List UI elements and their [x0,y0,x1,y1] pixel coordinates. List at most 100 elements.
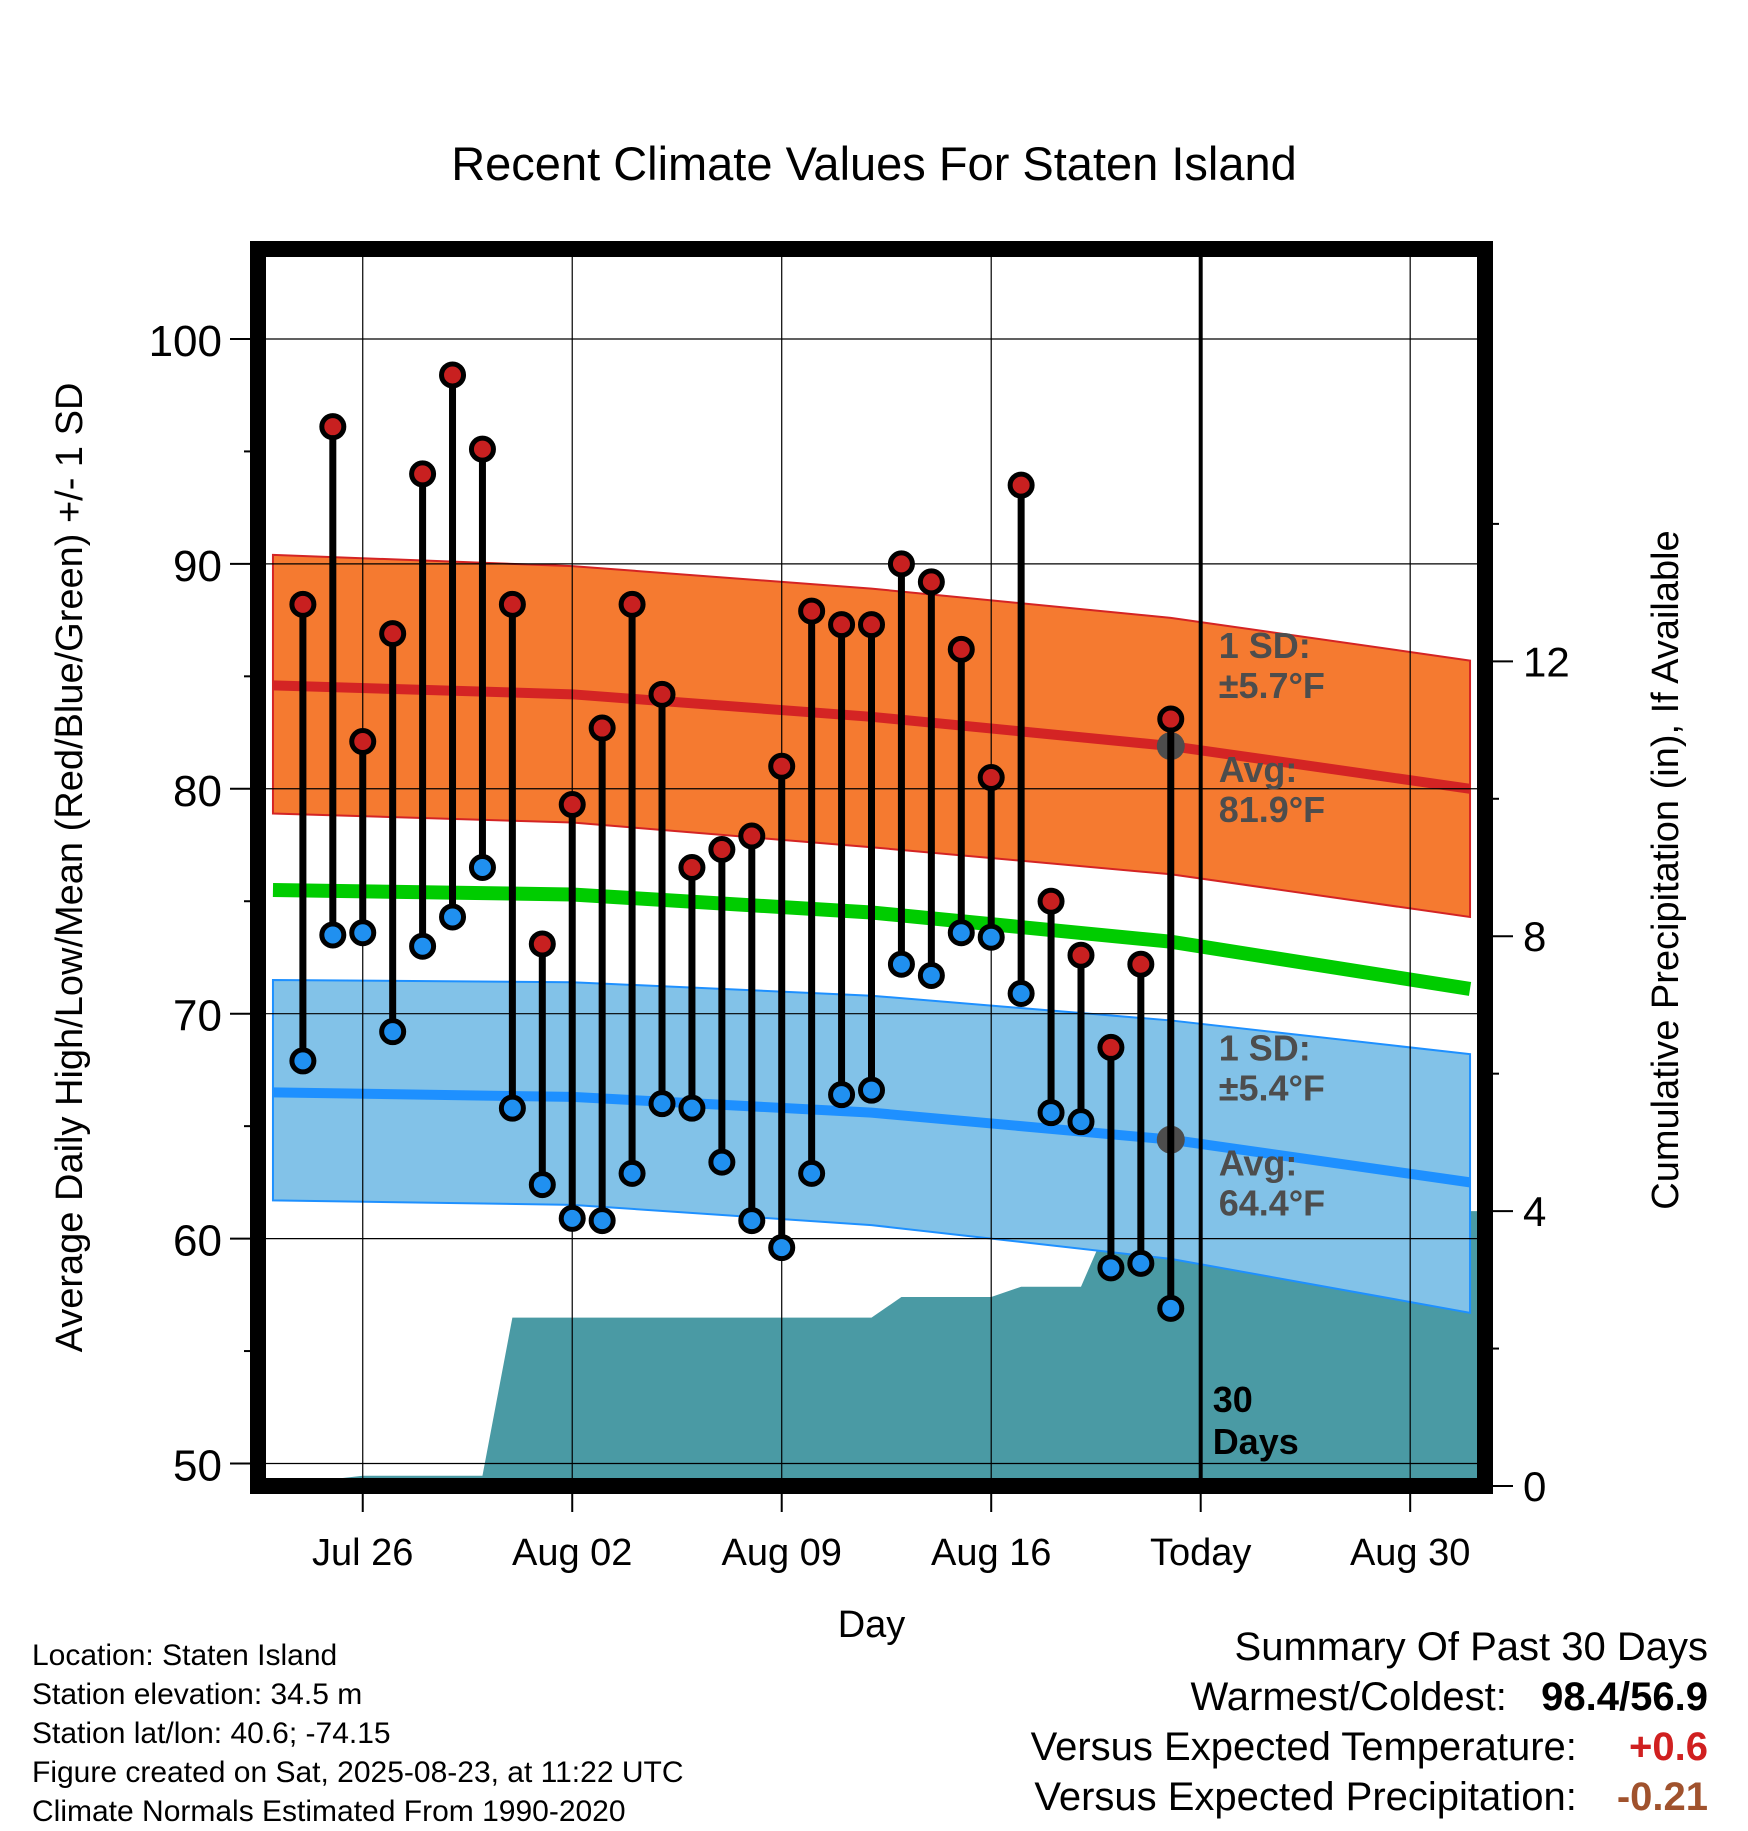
daily-high-point [379,620,407,648]
daily-high-point [1127,950,1155,978]
daily-low-point [289,1047,317,1075]
summary-temp-label: Versus Expected Temperature: [1030,1725,1577,1769]
summary-precip-row: Versus Expected Precipitation: -0.21 [1031,1772,1708,1822]
low-sd-annotation: ±5.4°F [1219,1067,1325,1108]
daily-low-point [887,950,915,978]
daily-low-point [558,1204,586,1232]
daily-high-point [1067,941,1095,969]
y-axis-label: Average Daily High/Low/Mean (Red/Blue/Gr… [49,383,91,1353]
daily-high-point [1157,705,1185,733]
chart-title: Recent Climate Values For Staten Island [451,137,1297,190]
daily-high-point [828,611,856,639]
daily-high-point [917,568,945,596]
daily-high-point [947,635,975,663]
y2-tick-label: 0 [1523,1463,1546,1510]
daily-high-point [858,611,885,639]
daily-low-point [468,854,496,881]
station-info: Location: Staten Island Station elevatio… [32,1636,684,1831]
daily-high-point [439,361,467,389]
summary-warmest-row: Warmest/Coldest: 98.4/56.9 [1031,1672,1709,1722]
low-normal-line [272,1087,1471,1188]
daily-high-point [618,590,646,618]
daily-low-point [917,961,945,989]
daily-low-point [708,1148,736,1176]
daily-low-point [828,1081,856,1109]
daily-high-point [528,930,556,958]
summary-warmest-label: Warmest/Coldest: [1190,1675,1507,1719]
daily-high-point [977,764,1005,792]
daily-low-point [409,932,437,960]
summary-warmest-value: 98.4/56.9 [1541,1675,1708,1719]
daily-high-point [678,854,706,881]
y-tick-label: 100 [149,317,222,366]
high-sd-annotation: 1 SD: [1219,625,1311,666]
summary-panel: Summary Of Past 30 Days Warmest/Coldest:… [1031,1622,1708,1822]
today-window-label: Days [1213,1421,1299,1462]
daily-high-point [588,714,616,742]
daily-high-point [768,752,796,780]
today-window-label: 30 [1213,1379,1253,1420]
x-axis-label: Day [838,1604,906,1646]
daily-high-point [1037,887,1065,915]
daily-low-point [379,1018,407,1046]
daily-high-point [798,597,826,625]
daily-high-point [1097,1033,1125,1061]
x-tick-label: Aug 02 [512,1532,632,1574]
summary-temp-row: Versus Expected Temperature: +0.6 [1031,1722,1708,1772]
x-tick-label: Today [1150,1532,1251,1574]
info-normals: Climate Normals Estimated From 1990-2020 [32,1795,626,1828]
daily-high-point [648,680,676,708]
info-created: Figure created on Sat, 2025-08-23, at 11… [32,1756,684,1789]
daily-low-point [319,921,347,949]
daily-low-point [738,1207,766,1235]
daily-low-point [498,1094,526,1122]
x-tick-label: Aug 30 [1350,1532,1470,1574]
y-tick-label: 70 [173,992,222,1041]
daily-high-point [887,550,915,578]
info-location: Location: Staten Island [32,1639,338,1672]
high-sd-annotation: ±5.7°F [1219,665,1325,706]
summary-precip-value: -0.21 [1616,1775,1708,1819]
daily-low-point [588,1207,616,1235]
daily-high-point [498,590,526,618]
daily-low-point [439,903,467,931]
daily-high-point [738,822,766,850]
info-latlon: Station lat/lon: 40.6; -74.15 [32,1717,391,1750]
precipitation-area [287,1211,1485,1486]
y2-tick-label: 12 [1523,638,1570,685]
high-avg-annotation: 81.9°F [1219,789,1325,830]
daily-high-point [409,460,437,488]
daily-low-point [1157,1294,1185,1322]
y2-tick-label: 4 [1523,1188,1546,1235]
x-tick-label: Jul 26 [312,1532,413,1574]
daily-high-point [708,836,736,864]
daily-high-point [558,791,586,819]
daily-low-point [678,1094,706,1122]
low-sd-annotation: 1 SD: [1219,1027,1311,1068]
info-elevation: Station elevation: 34.5 m [32,1678,363,1711]
daily-high-point [349,728,377,756]
high-avg-annotation: Avg: [1219,749,1298,790]
daily-low-point [1037,1099,1065,1127]
daily-low-point [618,1159,646,1187]
plot-frame [250,241,1493,1494]
y-tick-label: 80 [173,767,222,816]
daily-low-point [768,1234,796,1262]
daily-high-point [468,435,496,463]
daily-low-point [1067,1108,1095,1136]
plot-area [258,249,1485,1486]
low-avg-annotation: 64.4°F [1219,1183,1325,1224]
daily-low-point [349,919,377,947]
y2-axis-label: Cumulative Precipitation (in), If Availa… [1645,530,1687,1209]
daily-low-point [1127,1249,1155,1277]
summary-title: Summary Of Past 30 Days [1234,1625,1708,1669]
summary-precip-label: Versus Expected Precipitation: [1034,1775,1577,1819]
daily-low-point [1097,1254,1125,1282]
daily-high-point [319,413,347,441]
y2-tick-label: 8 [1523,913,1546,960]
daily-low-point [977,923,1005,951]
x-tick-label: Aug 16 [931,1532,1051,1574]
daily-low-point [947,919,975,947]
y-tick-label: 90 [173,542,222,591]
y-tick-label: 60 [173,1217,222,1266]
